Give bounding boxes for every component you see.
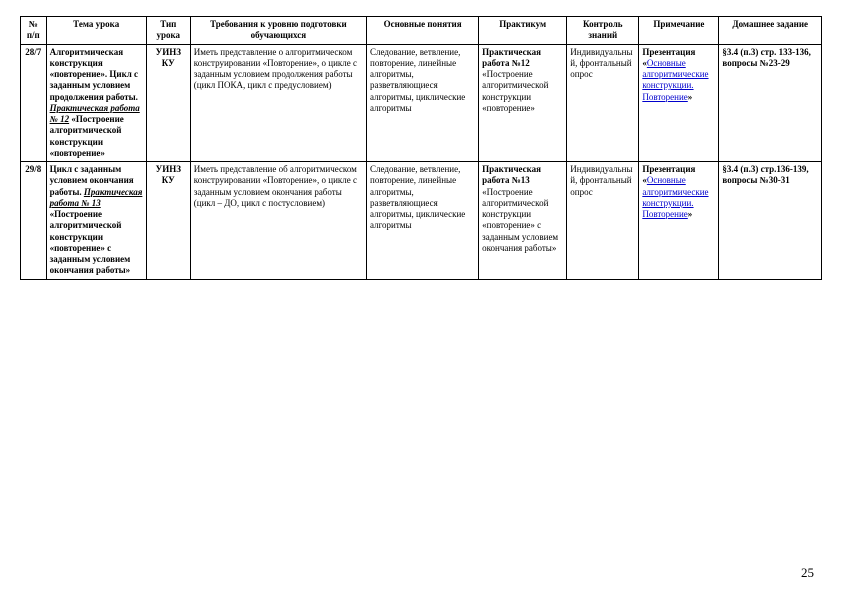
header-num: № п/п <box>21 17 47 45</box>
cell-conc: Следование, ветвление, повторение, линей… <box>367 44 479 162</box>
type-line1: УИНЗ <box>156 47 181 57</box>
header-note: Примечание <box>639 17 719 45</box>
table-row: 28/7 Алгоритмическая конструкция «повтор… <box>21 44 822 162</box>
cell-type: УИНЗ КУ <box>146 162 190 280</box>
cell-ctrl: Индивидуальный, фронтальный опрос <box>567 162 639 280</box>
cell-ctrl: Индивидуальный, фронтальный опрос <box>567 44 639 162</box>
cell-req: Иметь представление о алгоритмическом ко… <box>190 44 366 162</box>
curriculum-table: № п/п Тема урока Тип урока Требования к … <box>20 16 822 280</box>
type-line1: УИНЗ <box>156 164 181 174</box>
cell-num: 28/7 <box>21 44 47 162</box>
header-prac: Практикум <box>479 17 567 45</box>
header-conc: Основные понятия <box>367 17 479 45</box>
header-hw: Домашнее задание <box>719 17 822 45</box>
note-post: » <box>688 209 693 219</box>
cell-num: 29/8 <box>21 162 47 280</box>
topic-main: Алгоритмическая конструкция «повторение»… <box>50 47 138 102</box>
type-line2: КУ <box>162 175 175 185</box>
prac-rest: «Построение алгоритмической конструкции … <box>482 69 548 113</box>
cell-topic: Цикл с заданным условием окончания работ… <box>46 162 146 280</box>
cell-hw: §3.4 (п.3) стр. 133-136, вопросы №23-29 <box>719 44 822 162</box>
cell-prac: Практическая работа №13 «Построение алго… <box>479 162 567 280</box>
type-line2: КУ <box>162 58 175 68</box>
header-req: Требования к уровню подготовки обучающих… <box>190 17 366 45</box>
cell-topic: Алгоритмическая конструкция «повторение»… <box>46 44 146 162</box>
header-ctrl: Контроль знаний <box>567 17 639 45</box>
topic-tail: «Построение алгоритмической конструкции … <box>50 209 131 275</box>
note-link[interactable]: Основные алгоритмические конструкции. По… <box>642 58 708 102</box>
cell-conc: Следование, ветвление, повторение, линей… <box>367 162 479 280</box>
cell-req: Иметь представление об алгоритмическом к… <box>190 162 366 280</box>
prac-title: Практическая работа №12 <box>482 47 541 68</box>
cell-prac: Практическая работа №12 «Построение алго… <box>479 44 567 162</box>
cell-note: Презентация «Основные алгоритмические ко… <box>639 44 719 162</box>
table-row: 29/8 Цикл с заданным условием окончания … <box>21 162 822 280</box>
note-link[interactable]: Основные алгоритмические конструкции. По… <box>642 175 708 219</box>
header-type: Тип урока <box>146 17 190 45</box>
prac-title: Практическая работа №13 <box>482 164 541 185</box>
cell-hw: §3.4 (п.3) стр.136-139, вопросы №30-31 <box>719 162 822 280</box>
cell-note: Презентация «Основные алгоритмические ко… <box>639 162 719 280</box>
table-header-row: № п/п Тема урока Тип урока Требования к … <box>21 17 822 45</box>
header-topic: Тема урока <box>46 17 146 45</box>
prac-rest: «Построение алгоритмической конструкции … <box>482 187 558 253</box>
note-post: » <box>688 92 693 102</box>
page-number: 25 <box>801 565 814 581</box>
cell-type: УИНЗ КУ <box>146 44 190 162</box>
